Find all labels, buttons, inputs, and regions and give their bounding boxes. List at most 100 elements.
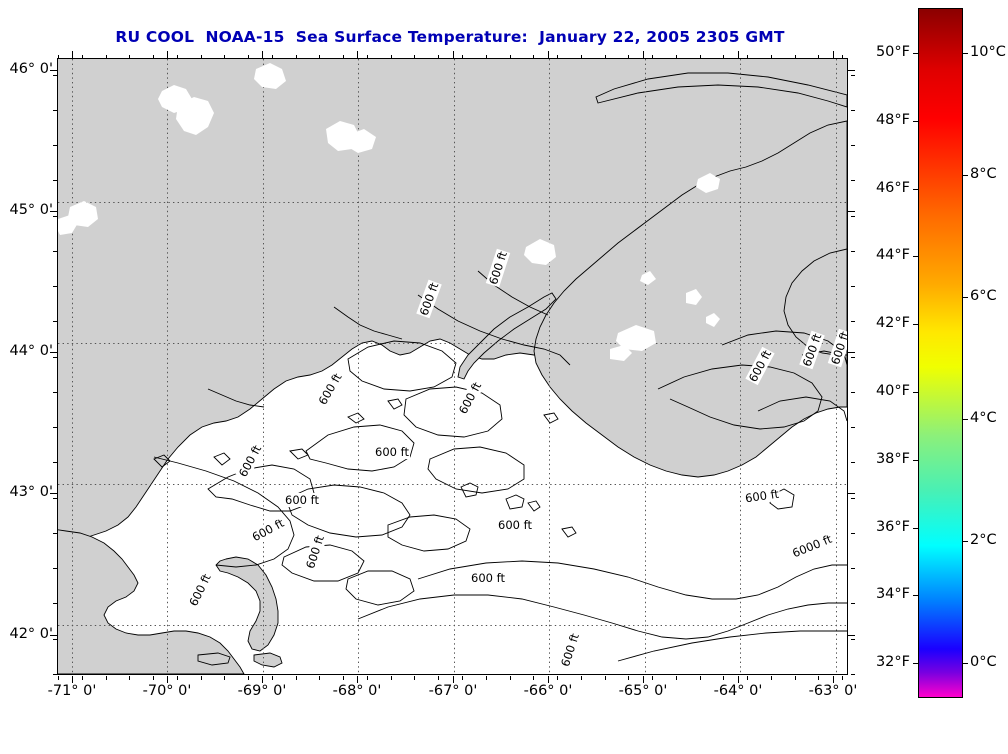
colorbar-tick-c — [963, 541, 968, 542]
colorbar-label-fahrenheit: 38°F — [875, 451, 910, 467]
lon-tick-minor — [319, 676, 320, 680]
bathymetry-contours — [153, 270, 847, 662]
lon-tick-minor — [771, 676, 772, 680]
lon-tick-minor — [438, 676, 439, 680]
lat-tick-minor — [851, 180, 855, 181]
lon-tick-top — [72, 51, 73, 58]
lon-tick-minor — [605, 676, 606, 680]
lon-tick-minor — [414, 55, 415, 59]
lat-tick-minor — [53, 392, 57, 393]
lon-tick-minor — [533, 55, 534, 59]
lon-tick-minor — [795, 676, 796, 680]
lon-tick-minor — [153, 676, 154, 680]
lon-tick-minor — [723, 55, 724, 59]
lon-tick-minor — [605, 55, 606, 59]
lon-tick-minor — [248, 676, 249, 680]
lon-tick-minor — [58, 55, 59, 59]
lat-axis-label: 42° 0' — [9, 626, 53, 642]
lon-tick-minor — [129, 676, 130, 680]
lon-tick-minor — [177, 55, 178, 59]
lon-tick-top — [833, 51, 834, 58]
lat-axis-label: 44° 0' — [9, 343, 53, 359]
lat-axis-label: 46° 0' — [9, 61, 53, 77]
colorbar-label-celsius: 10°C — [970, 44, 1006, 60]
temperature-colorbar[interactable] — [918, 8, 963, 698]
lon-axis-label: -64° 0' — [713, 683, 763, 699]
lon-tick-top — [548, 51, 549, 58]
colorbar-label-fahrenheit: 46°F — [875, 180, 910, 196]
colorbar-tick-c — [963, 297, 968, 298]
lon-tick-minor — [510, 55, 511, 59]
colorbar-tick-c — [963, 663, 968, 664]
colorbar-tick-f — [913, 460, 918, 461]
lon-tick-minor — [747, 55, 748, 59]
colorbar-label-celsius: 4°C — [970, 410, 997, 426]
lon-tick-minor — [486, 676, 487, 680]
lon-tick-minor — [510, 676, 511, 680]
lat-tick-minor — [851, 286, 855, 287]
lat-tick-right — [848, 493, 855, 494]
lat-tick-minor — [53, 251, 57, 252]
lon-tick-minor — [462, 55, 463, 59]
lat-tick-left — [50, 211, 57, 212]
lon-tick-minor — [438, 55, 439, 59]
lat-tick-minor — [53, 110, 57, 111]
contour-label: 600 ft — [374, 445, 410, 459]
cloud-gaps-overland — [58, 63, 720, 361]
colorbar-tick-f — [913, 595, 918, 596]
lon-tick-minor — [177, 676, 178, 680]
lon-tick-minor — [557, 676, 558, 680]
lat-tick-left — [50, 493, 57, 494]
lat-tick-right — [848, 352, 855, 353]
cape-cod-landmask — [58, 529, 283, 674]
lat-tick-minor — [53, 533, 57, 534]
colorbar-tick-f — [913, 189, 918, 190]
lat-tick-minor — [851, 427, 855, 428]
lat-tick-minor — [851, 639, 855, 640]
colorbar-tick-f — [913, 528, 918, 529]
lon-tick-minor — [652, 676, 653, 680]
lon-tick-minor — [652, 55, 653, 59]
lon-tick-minor — [224, 55, 225, 59]
lon-tick-minor — [723, 676, 724, 680]
lat-tick-minor — [53, 286, 57, 287]
lat-tick-minor — [851, 321, 855, 322]
lon-axis-label: -71° 0' — [47, 683, 97, 699]
colorbar-tick-c — [963, 419, 968, 420]
lat-tick-minor — [53, 462, 57, 463]
lon-tick-bottom — [453, 676, 454, 683]
lat-tick-right — [848, 70, 855, 71]
lat-tick-minor — [53, 180, 57, 181]
lon-tick-bottom — [833, 676, 834, 683]
lat-tick-left — [50, 70, 57, 71]
lon-tick-bottom — [167, 676, 168, 683]
lon-tick-minor — [367, 55, 368, 59]
lon-tick-minor — [272, 55, 273, 59]
lon-tick-bottom — [72, 676, 73, 683]
lon-tick-minor — [343, 676, 344, 680]
lat-tick-minor — [53, 568, 57, 569]
map-canvas — [58, 59, 847, 674]
lat-tick-minor — [851, 110, 855, 111]
lon-axis-label: -67° 0' — [428, 683, 478, 699]
lat-tick-minor — [851, 145, 855, 146]
lon-tick-minor — [367, 676, 368, 680]
lon-tick-minor — [201, 55, 202, 59]
lat-tick-left — [50, 635, 57, 636]
lon-tick-minor — [129, 55, 130, 59]
lon-axis-label: -68° 0' — [332, 683, 382, 699]
lat-tick-minor — [53, 321, 57, 322]
map-plot-area[interactable]: 600 ft 600 ft 600 ft 600 ft 600 ft 600 ft 600 … — [57, 58, 848, 675]
lon-tick-minor — [700, 676, 701, 680]
lat-tick-minor — [851, 216, 855, 217]
lat-tick-minor — [851, 251, 855, 252]
lat-tick-minor — [851, 603, 855, 604]
colorbar-label-fahrenheit: 48°F — [875, 112, 910, 128]
lon-tick-minor — [818, 676, 819, 680]
lon-tick-minor — [391, 55, 392, 59]
lon-tick-minor — [58, 676, 59, 680]
lat-tick-minor — [851, 568, 855, 569]
lat-tick-minor — [53, 639, 57, 640]
lon-tick-bottom — [643, 676, 644, 683]
colorbar-gradient — [919, 9, 962, 697]
